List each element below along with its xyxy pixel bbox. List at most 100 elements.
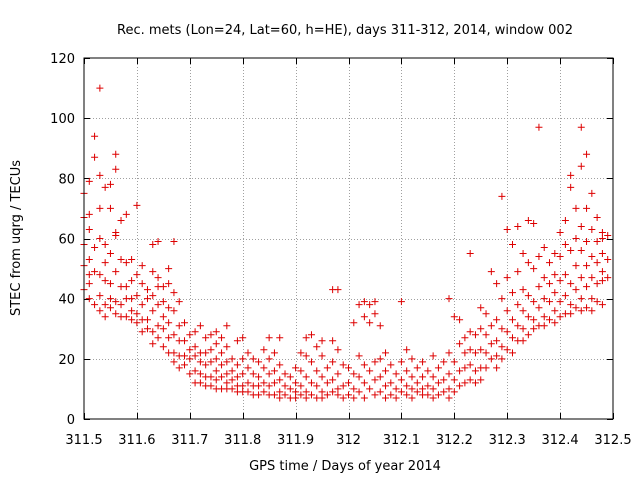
data-point (249, 370, 257, 378)
data-point (329, 337, 337, 345)
data-point (551, 319, 559, 327)
grid-lines (84, 58, 613, 419)
data-point (318, 388, 326, 396)
data-point (302, 388, 310, 396)
data-point (588, 253, 596, 261)
data-point (530, 298, 538, 306)
data-point (514, 268, 522, 276)
data-point (345, 379, 352, 387)
data-point (265, 334, 273, 342)
y-tick-label: 120 (50, 52, 75, 67)
data-point (165, 334, 173, 342)
data-point (546, 259, 554, 267)
data-point (159, 283, 167, 291)
data-point (493, 316, 501, 324)
data-point (297, 391, 305, 399)
data-point (149, 340, 157, 348)
data-point (366, 385, 374, 393)
data-point (376, 388, 384, 396)
data-point (466, 376, 474, 384)
x-tick-label: 312.4 (541, 433, 578, 448)
data-point (397, 298, 405, 306)
data-point (244, 364, 252, 372)
data-point (138, 280, 146, 288)
data-point (165, 280, 173, 288)
data-point (175, 322, 183, 330)
y-tick-label: 20 (58, 353, 75, 368)
data-point (535, 304, 543, 312)
data-point (403, 367, 411, 375)
data-point (371, 298, 379, 306)
data-point (181, 361, 189, 369)
y-tick-label: 0 (67, 413, 75, 428)
data-point (159, 343, 167, 351)
data-point (413, 379, 421, 387)
data-point (207, 331, 215, 339)
data-point (535, 123, 543, 131)
data-point (493, 352, 501, 360)
data-point (583, 204, 591, 212)
data-point (508, 289, 516, 297)
data-point (170, 358, 178, 366)
data-point (450, 313, 458, 321)
data-point (112, 165, 120, 173)
data-point (556, 313, 564, 321)
data-point (355, 388, 363, 396)
data-point (249, 355, 257, 363)
data-point (165, 265, 173, 273)
data-point (122, 210, 130, 218)
data-point (334, 370, 342, 378)
data-point (376, 373, 384, 381)
data-point (85, 295, 93, 303)
data-point (487, 340, 495, 348)
data-point (551, 250, 559, 258)
data-point (514, 222, 522, 230)
data-point (567, 247, 575, 255)
data-point (223, 322, 231, 330)
data-point (133, 201, 141, 209)
data-point (498, 355, 506, 363)
data-point (471, 349, 479, 357)
data-point (91, 268, 99, 276)
data-point (530, 265, 538, 273)
data-point (154, 274, 162, 282)
data-point (149, 307, 157, 315)
data-point (255, 373, 263, 381)
data-point (429, 352, 437, 360)
data-point (91, 153, 99, 161)
data-point (514, 301, 522, 309)
data-point (292, 394, 300, 402)
data-point (223, 358, 231, 366)
data-point (212, 367, 220, 375)
data-point (403, 346, 411, 354)
data-point (487, 268, 495, 276)
data-point (440, 358, 448, 366)
data-point (292, 388, 300, 396)
data-point (228, 385, 236, 393)
data-point (598, 301, 606, 309)
data-point (397, 388, 405, 396)
data-point (334, 385, 342, 393)
data-point (477, 304, 485, 312)
data-point (133, 319, 141, 327)
data-point (530, 325, 538, 333)
data-point (487, 355, 495, 363)
data-point (376, 355, 384, 363)
data-point (143, 295, 151, 303)
data-point (276, 388, 284, 396)
data-point (561, 241, 569, 249)
data-point (191, 352, 199, 360)
x-tick-label: 311.7 (171, 433, 208, 448)
data-point (96, 235, 104, 242)
data-point (350, 385, 358, 393)
data-point (572, 204, 580, 212)
data-point (350, 319, 358, 327)
data-point (133, 292, 141, 300)
data-point (403, 391, 411, 399)
data-point (567, 310, 575, 318)
data-point (535, 253, 543, 261)
data-point (598, 228, 606, 236)
data-point (154, 238, 162, 246)
x-tick-label: 311.8 (224, 433, 261, 448)
data-point (307, 391, 315, 399)
